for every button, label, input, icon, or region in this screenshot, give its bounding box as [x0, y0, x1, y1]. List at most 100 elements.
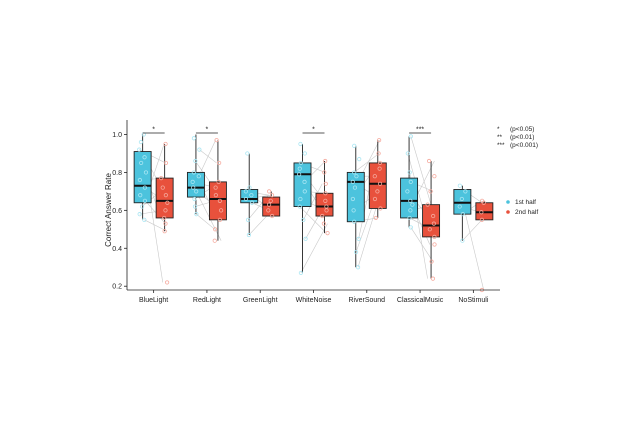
significance-legend-text: (p<0.05)	[510, 126, 534, 133]
data-point	[302, 151, 307, 156]
data-point	[325, 231, 330, 236]
data-point	[479, 210, 484, 215]
data-point	[431, 213, 436, 219]
paired-line	[357, 208, 377, 268]
data-point	[407, 215, 412, 221]
x-tick-label: NoStimuli	[458, 297, 488, 304]
data-point	[298, 270, 304, 276]
data-point	[323, 181, 328, 186]
data-point	[213, 185, 218, 190]
data-point	[377, 166, 382, 171]
data-point	[408, 134, 413, 139]
data-point	[267, 189, 272, 194]
data-point	[191, 136, 197, 141]
data-point	[137, 177, 142, 183]
x-tick-label: WhiteNoise	[296, 297, 332, 304]
data-point	[194, 212, 199, 217]
significance-label: *	[312, 127, 315, 134]
data-point	[429, 259, 434, 264]
box	[240, 189, 259, 204]
data-point	[197, 147, 202, 152]
data-point	[163, 221, 168, 226]
data-point	[408, 198, 413, 203]
data-point	[213, 227, 218, 232]
significance-legend-text: (p<0.001)	[510, 142, 538, 149]
data-point	[377, 160, 383, 166]
data-point	[191, 185, 196, 190]
data-point	[212, 238, 217, 243]
data-point	[460, 212, 465, 217]
data-point	[301, 217, 306, 222]
data-point	[354, 174, 359, 179]
significance-legend-symbol: **	[497, 134, 503, 141]
paired-line	[196, 213, 215, 230]
data-point	[297, 172, 302, 177]
box	[315, 192, 334, 217]
y-tick-label: 1.0	[112, 132, 122, 139]
data-point	[247, 185, 252, 190]
data-point	[139, 160, 144, 166]
paired-line	[353, 153, 380, 173]
data-point	[463, 189, 468, 194]
data-point	[372, 174, 377, 179]
data-point	[376, 151, 381, 156]
data-point	[194, 189, 199, 194]
data-point	[245, 151, 250, 156]
data-point	[217, 198, 222, 203]
data-point	[139, 204, 145, 209]
data-point	[219, 208, 224, 213]
significance-marks: * * * ***	[142, 127, 432, 134]
legend-label: 1st half	[515, 199, 536, 206]
data-point	[162, 229, 167, 234]
box	[346, 171, 365, 223]
paired-line	[462, 219, 483, 241]
paired-line	[300, 223, 328, 274]
significance-label: ***	[416, 127, 424, 134]
paired-line	[410, 136, 435, 217]
data-point	[298, 141, 303, 147]
data-point	[427, 227, 432, 232]
paired-line	[199, 149, 217, 164]
x-tick-label: BlueLight	[139, 297, 168, 304]
data-point	[457, 183, 462, 188]
series-legend: 1st half 2nd half	[506, 199, 538, 216]
data-point	[373, 215, 378, 221]
significance-legend: * (p<0.05) ** (p<0.01) *** (p<0.001)	[497, 126, 538, 149]
data-point	[357, 157, 362, 162]
data-point	[246, 232, 251, 238]
significance-legend-symbol: ***	[497, 142, 505, 149]
significance-label: *	[206, 127, 209, 134]
paired-line	[195, 191, 222, 241]
data-point	[352, 170, 357, 175]
y-tick-label: 0.6	[112, 208, 122, 215]
data-point	[323, 198, 328, 203]
data-point	[137, 212, 142, 217]
paired-line	[144, 219, 168, 232]
data-point	[266, 208, 271, 213]
data-point	[428, 189, 433, 194]
data-point	[298, 160, 303, 166]
data-point	[142, 198, 148, 203]
data-point	[163, 160, 169, 166]
paired-line	[299, 206, 327, 234]
legend-marker	[506, 200, 510, 204]
data-point	[269, 193, 275, 198]
data-point	[351, 208, 356, 213]
data-point	[217, 160, 222, 166]
data-point	[405, 189, 410, 194]
x-tick-label: RedLight	[193, 297, 221, 304]
box	[293, 162, 312, 208]
significance-legend-symbol: *	[497, 126, 500, 133]
data-point	[193, 158, 198, 164]
x-axis: BlueLight RedLight GreenLight WhiteNoise Riv…	[127, 289, 500, 304]
significance-legend-text: (p<0.01)	[510, 134, 534, 141]
data-point	[165, 200, 170, 205]
legend-marker	[506, 210, 510, 214]
data-point	[372, 196, 378, 202]
data-point	[431, 221, 436, 226]
data-point	[377, 181, 383, 186]
data-point	[162, 215, 167, 221]
x-tick-label: ClassicalMusic	[397, 297, 444, 304]
data-point	[297, 166, 302, 171]
